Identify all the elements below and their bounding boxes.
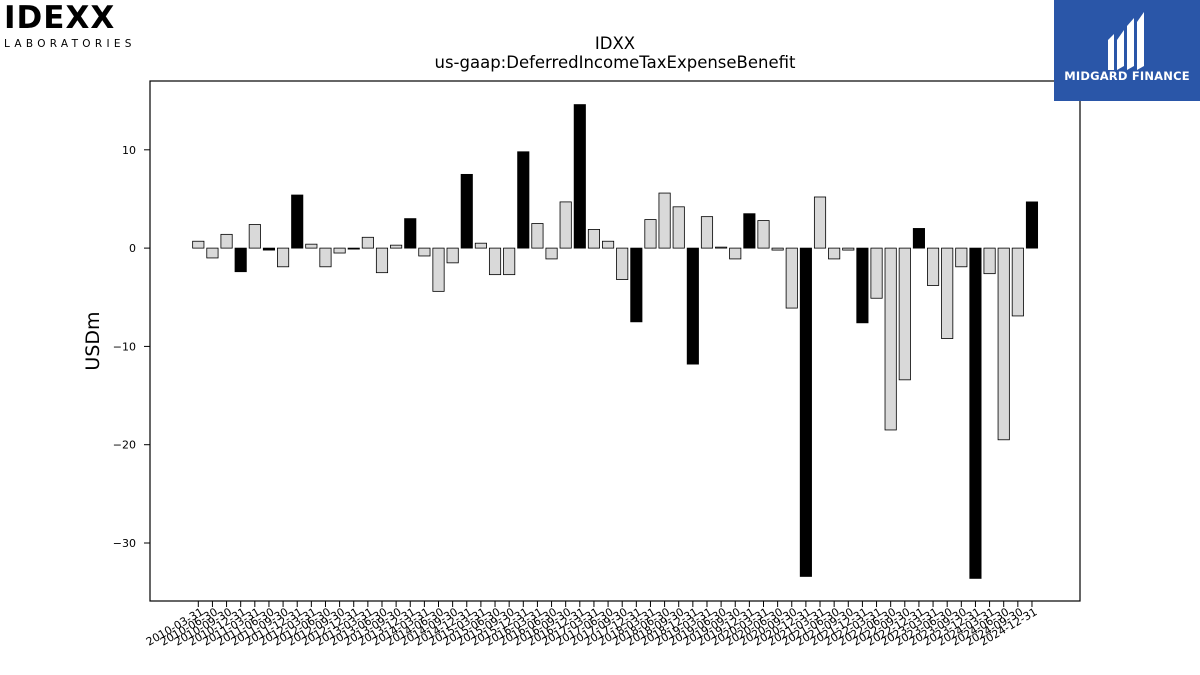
bar-2014-12-31 bbox=[460, 173, 473, 249]
bar-2024-06-30 bbox=[997, 247, 1010, 441]
plot-frame bbox=[149, 80, 1081, 602]
bar-2018-06-30 bbox=[658, 192, 671, 249]
bar-2021-03-31 bbox=[813, 196, 827, 249]
bar-2018-03-31 bbox=[644, 219, 657, 249]
bar-2022-06-30 bbox=[884, 247, 897, 431]
idexx-wordmark: IDEXX bbox=[4, 0, 116, 36]
bar-2016-03-31 bbox=[531, 223, 544, 249]
bar-2015-12-31 bbox=[517, 151, 530, 249]
midgard-finance-logo: MIDGARD FINANCE bbox=[1054, 0, 1200, 101]
y-tick-label: 10 bbox=[122, 144, 136, 157]
midgard-emblem-icon bbox=[1108, 12, 1144, 70]
bar-2017-03-31 bbox=[587, 229, 600, 249]
bar-2020-09-30 bbox=[785, 247, 798, 309]
bar-2023-03-31 bbox=[927, 247, 940, 286]
bar-2012-12-31 bbox=[347, 247, 360, 250]
bar-2010-12-31 bbox=[234, 247, 247, 273]
bar-2023-12-31 bbox=[969, 247, 982, 579]
y-axis-label: USDm bbox=[82, 311, 104, 370]
bar-2015-06-30 bbox=[488, 247, 502, 276]
bar-2016-09-30 bbox=[559, 201, 572, 249]
y-tick-label: 0 bbox=[129, 242, 136, 255]
bar-2016-12-31 bbox=[573, 104, 586, 249]
bar-2016-06-30 bbox=[545, 247, 558, 260]
bar-2015-03-31 bbox=[474, 242, 487, 249]
bar-2017-12-31 bbox=[630, 247, 643, 323]
bar-2024-03-31 bbox=[983, 247, 996, 275]
bar-2012-09-30 bbox=[333, 247, 346, 254]
bar-2022-03-31 bbox=[870, 247, 883, 299]
bar-2014-09-30 bbox=[446, 247, 459, 264]
bar-2013-12-31 bbox=[404, 218, 417, 249]
bar-2013-03-31 bbox=[361, 236, 374, 249]
bar-2013-09-30 bbox=[390, 244, 403, 249]
bar-2018-12-31 bbox=[686, 247, 699, 365]
bar-2011-12-31 bbox=[291, 194, 304, 249]
bar-2011-06-30 bbox=[262, 247, 275, 251]
bar-2021-12-31 bbox=[856, 247, 869, 324]
idexx-subtitle: LABORATORIES bbox=[4, 38, 136, 50]
bar-2010-03-31 bbox=[192, 240, 205, 249]
bar-2017-06-30 bbox=[602, 240, 615, 249]
bar-2024-12-31 bbox=[1025, 201, 1039, 249]
bar-2021-06-30 bbox=[828, 247, 841, 260]
bar-2017-09-30 bbox=[616, 247, 629, 280]
bar-2012-03-31 bbox=[305, 243, 318, 249]
bar-2023-09-30 bbox=[955, 247, 968, 268]
bar-2014-03-31 bbox=[418, 247, 431, 257]
bar-2020-06-30 bbox=[771, 247, 784, 251]
y-tick-label: −30 bbox=[113, 537, 136, 550]
bar-2019-09-30 bbox=[729, 247, 742, 260]
bars-group bbox=[192, 104, 1039, 579]
bar-2020-12-31 bbox=[799, 247, 812, 577]
bar-2023-06-30 bbox=[941, 247, 954, 339]
bar-2013-06-30 bbox=[375, 247, 389, 274]
bar-2012-06-30 bbox=[319, 247, 332, 268]
bar-2022-12-31 bbox=[912, 228, 925, 249]
bar-2015-09-30 bbox=[503, 247, 516, 276]
bar-2018-09-30 bbox=[672, 206, 685, 249]
y-tick-label: −10 bbox=[113, 340, 136, 353]
bar-2010-06-30 bbox=[206, 247, 219, 259]
bar-2014-06-30 bbox=[432, 247, 445, 292]
chart-title: IDXX bbox=[595, 34, 635, 53]
x-axis: 2010-03-312010-06-302010-09-302010-12-31… bbox=[144, 601, 1039, 649]
idexx-logo: IDEXX LABORATORIES bbox=[4, 0, 154, 51]
bar-2021-09-30 bbox=[842, 247, 855, 251]
bar-2010-09-30 bbox=[220, 233, 233, 249]
bar-2024-09-30 bbox=[1011, 247, 1024, 317]
bar-2019-06-30 bbox=[715, 246, 728, 249]
y-axis: −30 −20 −10 0 10 bbox=[113, 144, 150, 550]
bar-2022-09-30 bbox=[898, 247, 911, 381]
y-tick-label: −20 bbox=[113, 439, 136, 452]
bar-2011-03-31 bbox=[248, 224, 261, 249]
midgard-brand-name: MIDGARD FINANCE bbox=[1064, 69, 1190, 83]
bar-2019-03-31 bbox=[700, 216, 714, 249]
chart-subtitle: us-gaap:DeferredIncomeTaxExpenseBenefit bbox=[435, 53, 797, 72]
bar-2019-12-31 bbox=[743, 213, 756, 249]
bar-2011-09-30 bbox=[277, 247, 290, 268]
bar-2020-03-31 bbox=[757, 220, 770, 249]
